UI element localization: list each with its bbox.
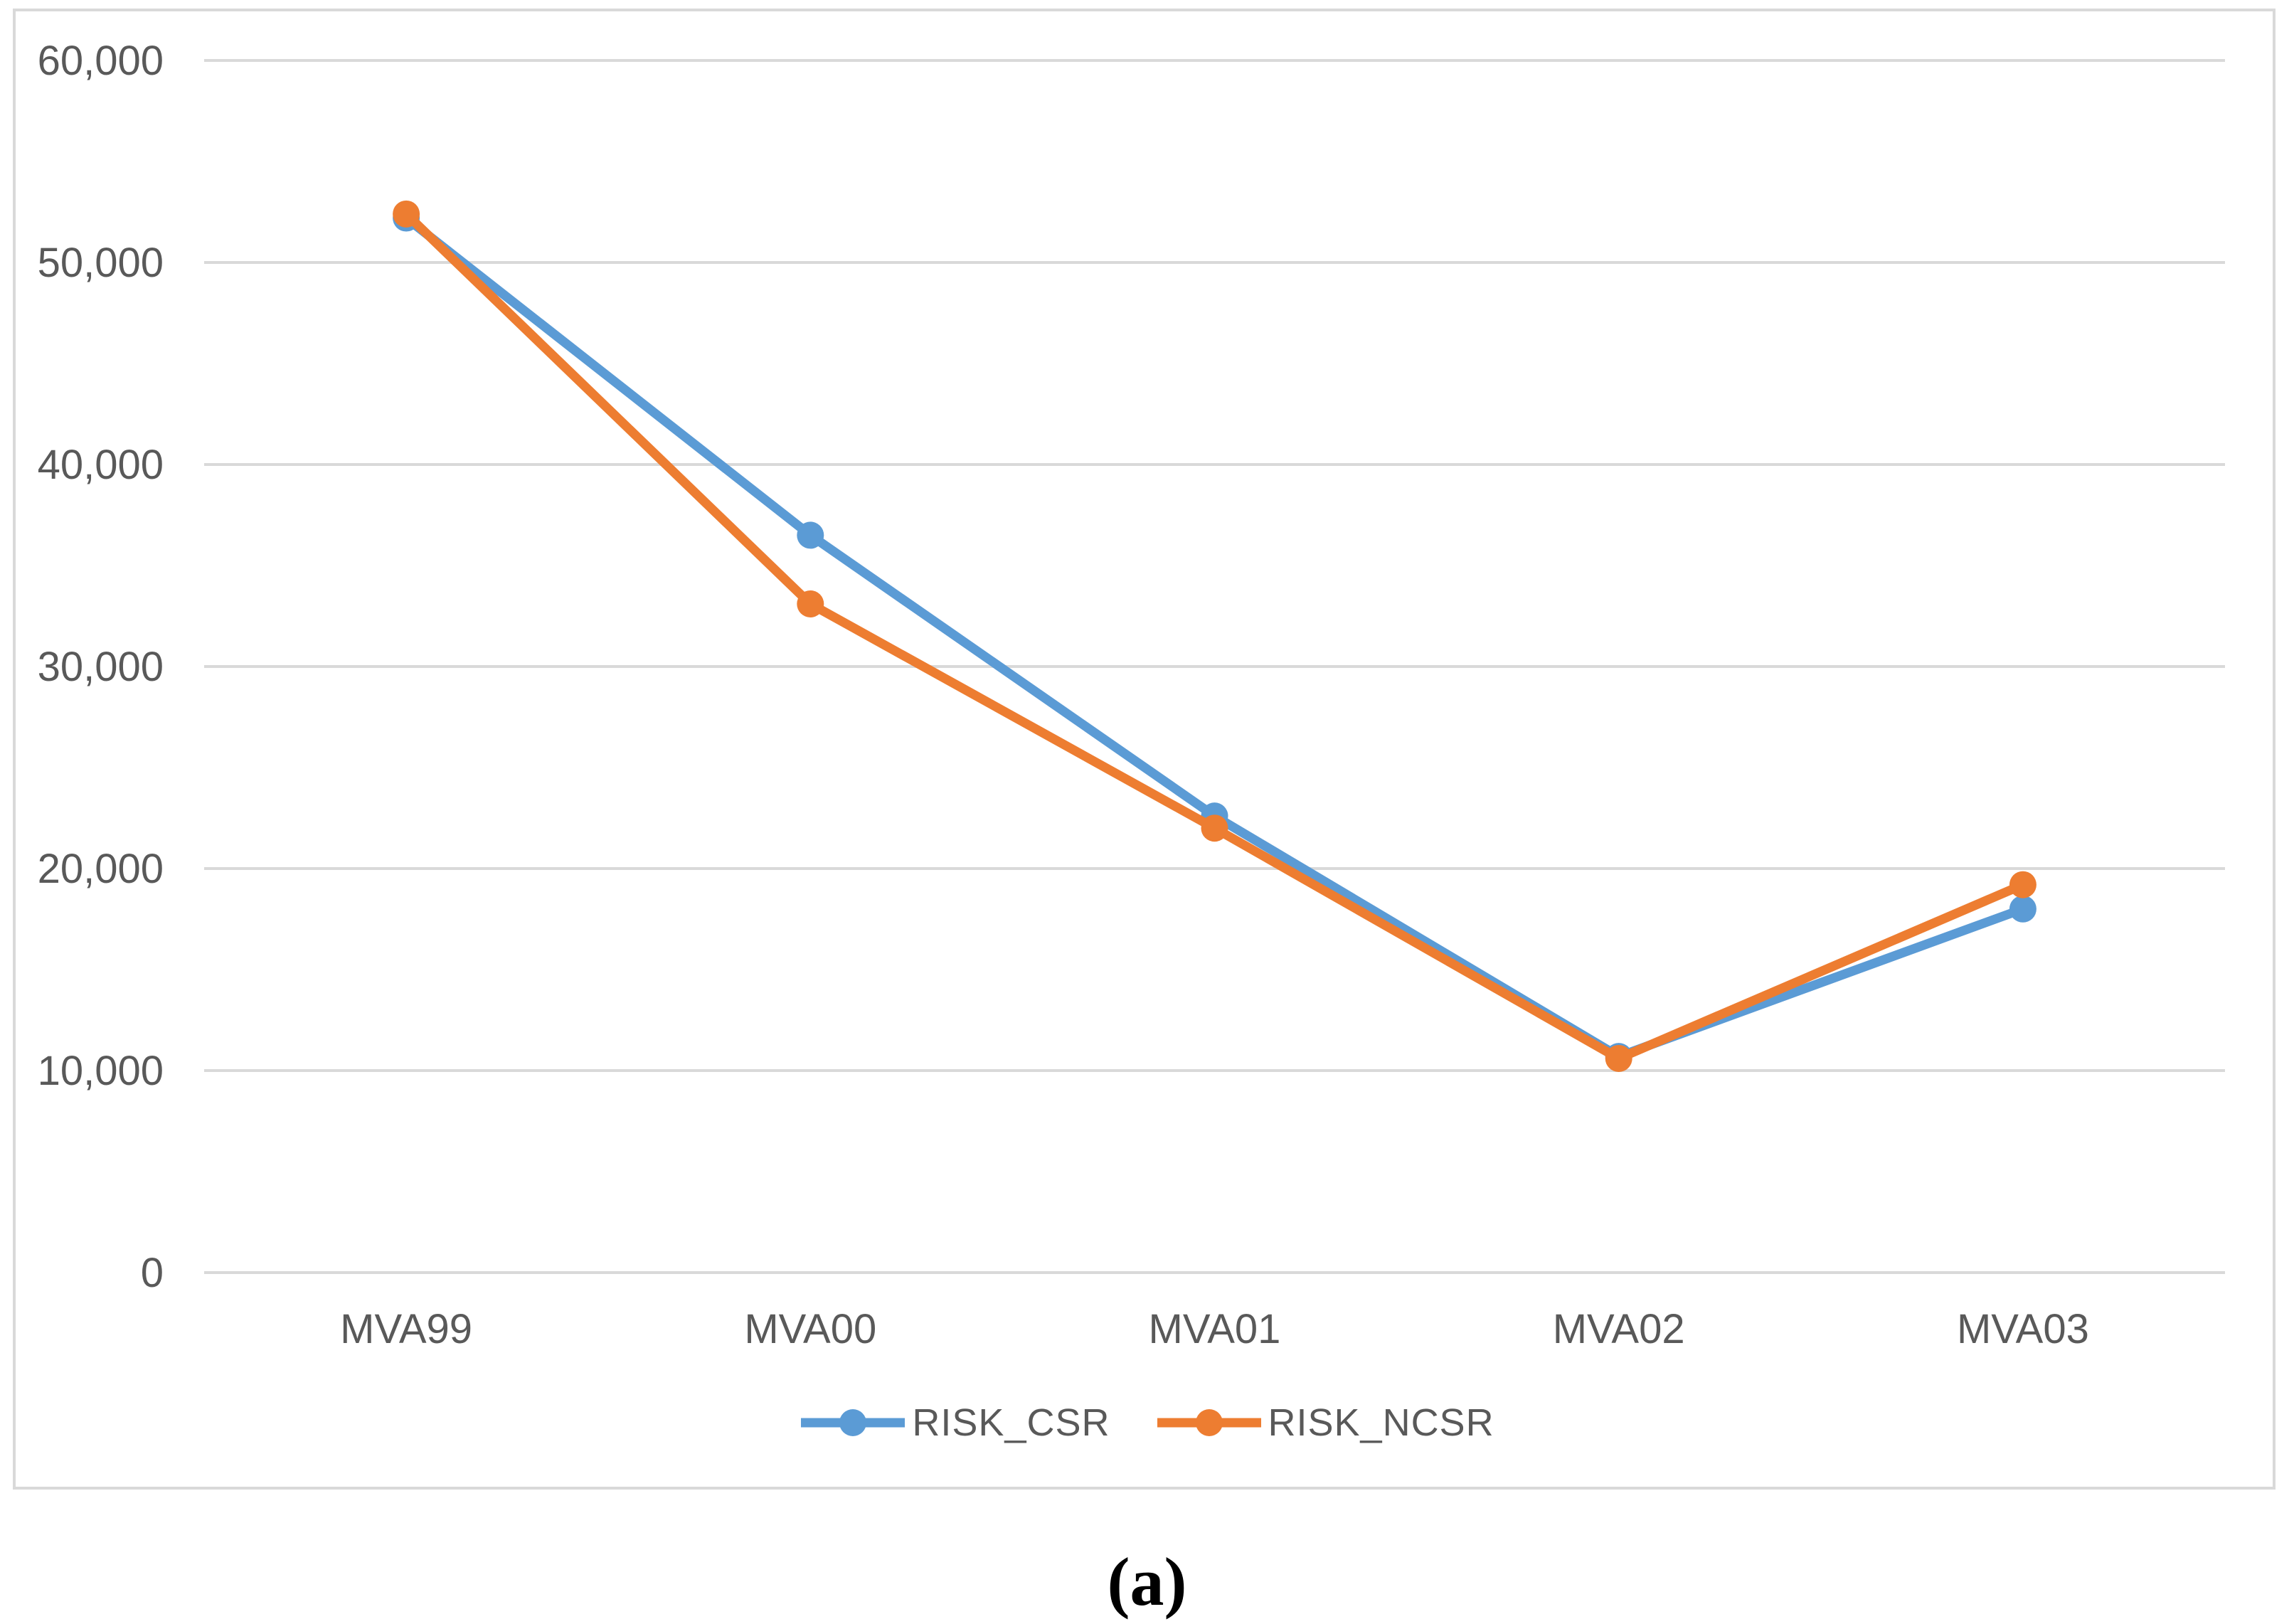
data-point-risk_ncsr-mva99 <box>393 200 420 228</box>
series-line-risk_csr <box>401 213 2028 1061</box>
gridlines <box>204 59 2225 1274</box>
legend-item-risk_csr: RISK_CSR <box>800 1401 1110 1445</box>
x-axis-labels: MVA99 MVA00 MVA01 MVA02 MVA03 <box>340 1306 2089 1352</box>
x-tick-label: MVA03 <box>1957 1306 2089 1352</box>
line-marker-icon <box>801 1409 906 1436</box>
x-tick-label: MVA00 <box>744 1306 876 1352</box>
series-line-risk_ncsr <box>401 209 2028 1063</box>
legend: RISK_CSR RISK_NCSR <box>0 1396 2294 1450</box>
legend-label: RISK_CSR <box>912 1401 1110 1444</box>
y-tick-label: 30,000 <box>38 644 164 690</box>
y-tick-label: 40,000 <box>38 442 164 488</box>
x-tick-label: MVA99 <box>340 1306 472 1352</box>
data-point-risk_ncsr-mva01 <box>1201 814 1228 842</box>
y-tick-label: 0 <box>141 1250 164 1296</box>
y-axis-labels: 0 10,000 20,000 30,000 40,000 50,000 60,000 <box>38 38 164 1296</box>
line-marker-icon <box>1157 1409 1261 1436</box>
y-tick-label: 50,000 <box>38 240 164 286</box>
data-point-risk_csr-mva03 <box>2009 895 2037 923</box>
legend-marker-dot <box>839 1409 867 1436</box>
data-point-risk_csr-mva00 <box>797 521 824 549</box>
legend-label: RISK_NCSR <box>1268 1401 1494 1444</box>
legend-marker-dot <box>1195 1409 1223 1436</box>
y-tick-label: 20,000 <box>38 846 164 892</box>
figure-caption: (a) <box>1107 1544 1187 1620</box>
data-point-risk_ncsr-mva00 <box>797 590 824 617</box>
series-risk_csr <box>393 204 2037 1071</box>
y-tick-label: 10,000 <box>38 1048 164 1094</box>
chart-frame <box>13 9 2276 1490</box>
data-point-risk_ncsr-mva02 <box>1605 1044 1632 1072</box>
x-tick-label: MVA02 <box>1553 1306 1685 1352</box>
x-tick-label: MVA01 <box>1149 1306 1281 1352</box>
legend-item-risk_ncsr: RISK_NCSR <box>1156 1401 1494 1445</box>
y-tick-label: 60,000 <box>38 38 164 84</box>
series-risk_ncsr <box>393 200 2037 1072</box>
data-point-risk_ncsr-mva03 <box>2009 871 2037 898</box>
